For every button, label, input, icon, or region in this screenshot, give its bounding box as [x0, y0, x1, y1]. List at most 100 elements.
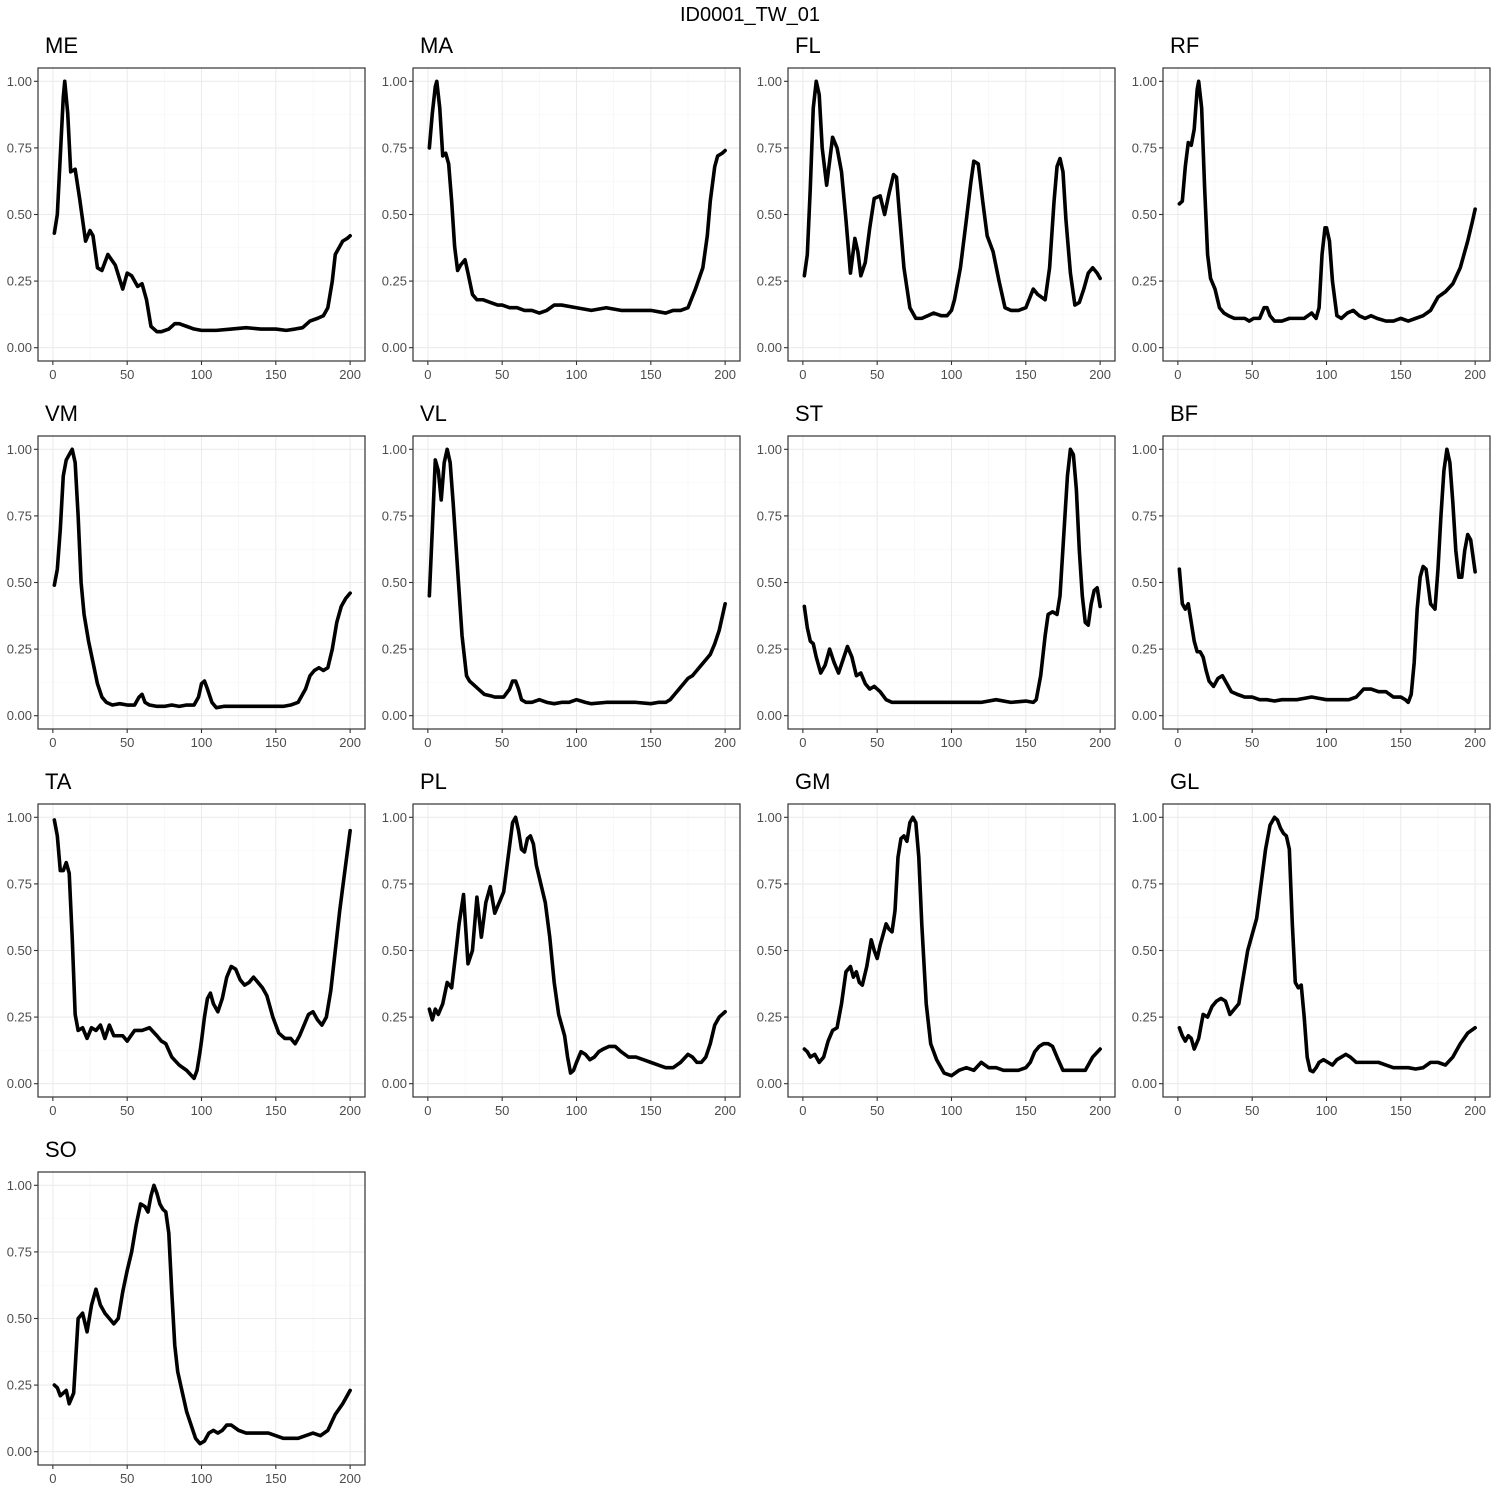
panel-title-st: ST [795, 401, 823, 426]
panel-vl: 0 50 100 150 200 0.00 0.25 0.50 0.75 1.00 VL [382, 401, 741, 750]
series-line-pl [427, 815, 727, 1075]
x-tick-label: 150 [640, 367, 662, 382]
y-tick-label: 1.00 [382, 810, 407, 825]
x-tick-label: 100 [941, 1103, 963, 1118]
y-tick-label: 1.00 [757, 810, 782, 825]
y-tick-label: 0.75 [7, 876, 32, 891]
y-tick-label: 0.75 [7, 1244, 32, 1259]
panel-title-ta: TA [45, 769, 72, 794]
y-tick-label: 0.00 [7, 340, 32, 355]
x-tick-label: 100 [191, 1103, 213, 1118]
x-tick-label: 200 [714, 367, 736, 382]
series-line-ma [427, 79, 727, 315]
x-tick-label: 150 [265, 367, 287, 382]
series-line-ta [52, 818, 352, 1081]
y-tick-label: 0.25 [382, 1010, 407, 1025]
x-tick-label: 0 [799, 1103, 806, 1118]
x-tick-label: 50 [120, 735, 134, 750]
panel-title-rf: RF [1170, 33, 1199, 58]
y-tick-label: 0.50 [1132, 207, 1157, 222]
x-tick-label: 50 [120, 1471, 134, 1486]
panel-title-pl: PL [420, 769, 447, 794]
y-tick-label: 0.75 [1132, 140, 1157, 155]
x-tick-label: 100 [1316, 735, 1338, 750]
x-tick-label: 200 [339, 367, 361, 382]
series-line-rf [1177, 79, 1477, 323]
x-tick-label: 200 [1089, 367, 1111, 382]
x-tick-label: 100 [941, 735, 963, 750]
panel-ma: 0 50 100 150 200 0.00 0.25 0.50 0.75 1.00 MA [382, 33, 741, 382]
x-tick-label: 200 [339, 1471, 361, 1486]
y-tick-label: 0.00 [7, 1444, 32, 1459]
y-tick-label: 0.25 [1132, 274, 1157, 289]
x-tick-label: 200 [339, 735, 361, 750]
y-tick-label: 1.00 [7, 1178, 32, 1193]
panel-pl: 0 50 100 150 200 0.00 0.25 0.50 0.75 1.00 PL [382, 769, 741, 1118]
y-tick-label: 0.75 [757, 876, 782, 891]
x-tick-label: 100 [566, 367, 588, 382]
y-tick-label: 0.25 [7, 642, 32, 657]
x-tick-label: 200 [1089, 1103, 1111, 1118]
x-tick-label: 50 [495, 735, 509, 750]
x-tick-label: 100 [1316, 367, 1338, 382]
y-tick-label: 0.25 [757, 274, 782, 289]
y-tick-label: 0.50 [7, 1311, 32, 1326]
y-tick-label: 0.50 [1132, 943, 1157, 958]
series-line-me [52, 79, 352, 334]
y-tick-label: 0.00 [1132, 708, 1157, 723]
y-tick-label: 0.50 [382, 943, 407, 958]
series-line-vm [52, 447, 352, 710]
panel-fl: 0 50 100 150 200 0.00 0.25 0.50 0.75 1.00 FL [757, 33, 1116, 382]
y-tick-label: 0.75 [382, 140, 407, 155]
series-line-so [52, 1183, 352, 1446]
x-tick-label: 0 [1174, 735, 1181, 750]
panel-title-vm: VM [45, 401, 78, 426]
y-tick-label: 0.50 [757, 207, 782, 222]
y-tick-label: 0.50 [7, 207, 32, 222]
x-tick-label: 50 [870, 735, 884, 750]
panel-gm: 0 50 100 150 200 0.00 0.25 0.50 0.75 1.00 GM [757, 769, 1116, 1118]
x-tick-label: 0 [49, 367, 56, 382]
y-tick-label: 0.00 [757, 340, 782, 355]
x-tick-label: 150 [1390, 735, 1412, 750]
y-tick-label: 0.25 [757, 642, 782, 657]
x-tick-label: 50 [1245, 1103, 1259, 1118]
x-tick-label: 0 [49, 1103, 56, 1118]
y-tick-label: 1.00 [757, 74, 782, 89]
x-tick-label: 50 [495, 367, 509, 382]
y-tick-label: 0.00 [7, 708, 32, 723]
y-tick-label: 0.75 [7, 508, 32, 523]
y-tick-label: 0.50 [382, 575, 407, 590]
x-tick-label: 0 [49, 735, 56, 750]
y-tick-label: 0.50 [1132, 575, 1157, 590]
panel-title-ma: MA [420, 33, 453, 58]
figure-title: ID0001_TW_01 [680, 4, 820, 26]
panel-title-fl: FL [795, 33, 821, 58]
y-tick-label: 0.50 [7, 943, 32, 958]
panel-title-vl: VL [420, 401, 447, 426]
x-tick-label: 0 [424, 367, 431, 382]
y-tick-label: 1.00 [382, 442, 407, 457]
x-tick-label: 50 [1245, 735, 1259, 750]
x-tick-label: 100 [566, 735, 588, 750]
y-tick-label: 0.75 [1132, 508, 1157, 523]
y-tick-label: 0.00 [382, 340, 407, 355]
x-tick-label: 200 [1089, 735, 1111, 750]
x-tick-label: 0 [424, 735, 431, 750]
panel-me: 0 50 100 150 200 0.00 0.25 0.50 0.75 1.00 ME [7, 33, 366, 382]
x-tick-label: 0 [1174, 367, 1181, 382]
y-tick-label: 0.00 [7, 1076, 32, 1091]
panels-container: 0 50 100 150 200 0.00 0.25 0.50 0.75 1.00 ME 0 50 100… [7, 33, 1491, 1486]
panel-title-gm: GM [795, 769, 830, 794]
x-tick-label: 50 [870, 367, 884, 382]
series-line-gl [1177, 815, 1477, 1074]
y-tick-label: 0.00 [757, 1076, 782, 1091]
x-tick-label: 150 [1015, 735, 1037, 750]
x-tick-label: 200 [1464, 735, 1486, 750]
x-tick-label: 50 [870, 1103, 884, 1118]
x-tick-label: 100 [566, 1103, 588, 1118]
x-tick-label: 150 [265, 1103, 287, 1118]
panel-bf: 0 50 100 150 200 0.00 0.25 0.50 0.75 1.00 BF [1132, 401, 1491, 750]
series-line-gm [802, 815, 1102, 1078]
x-tick-label: 200 [1464, 367, 1486, 382]
